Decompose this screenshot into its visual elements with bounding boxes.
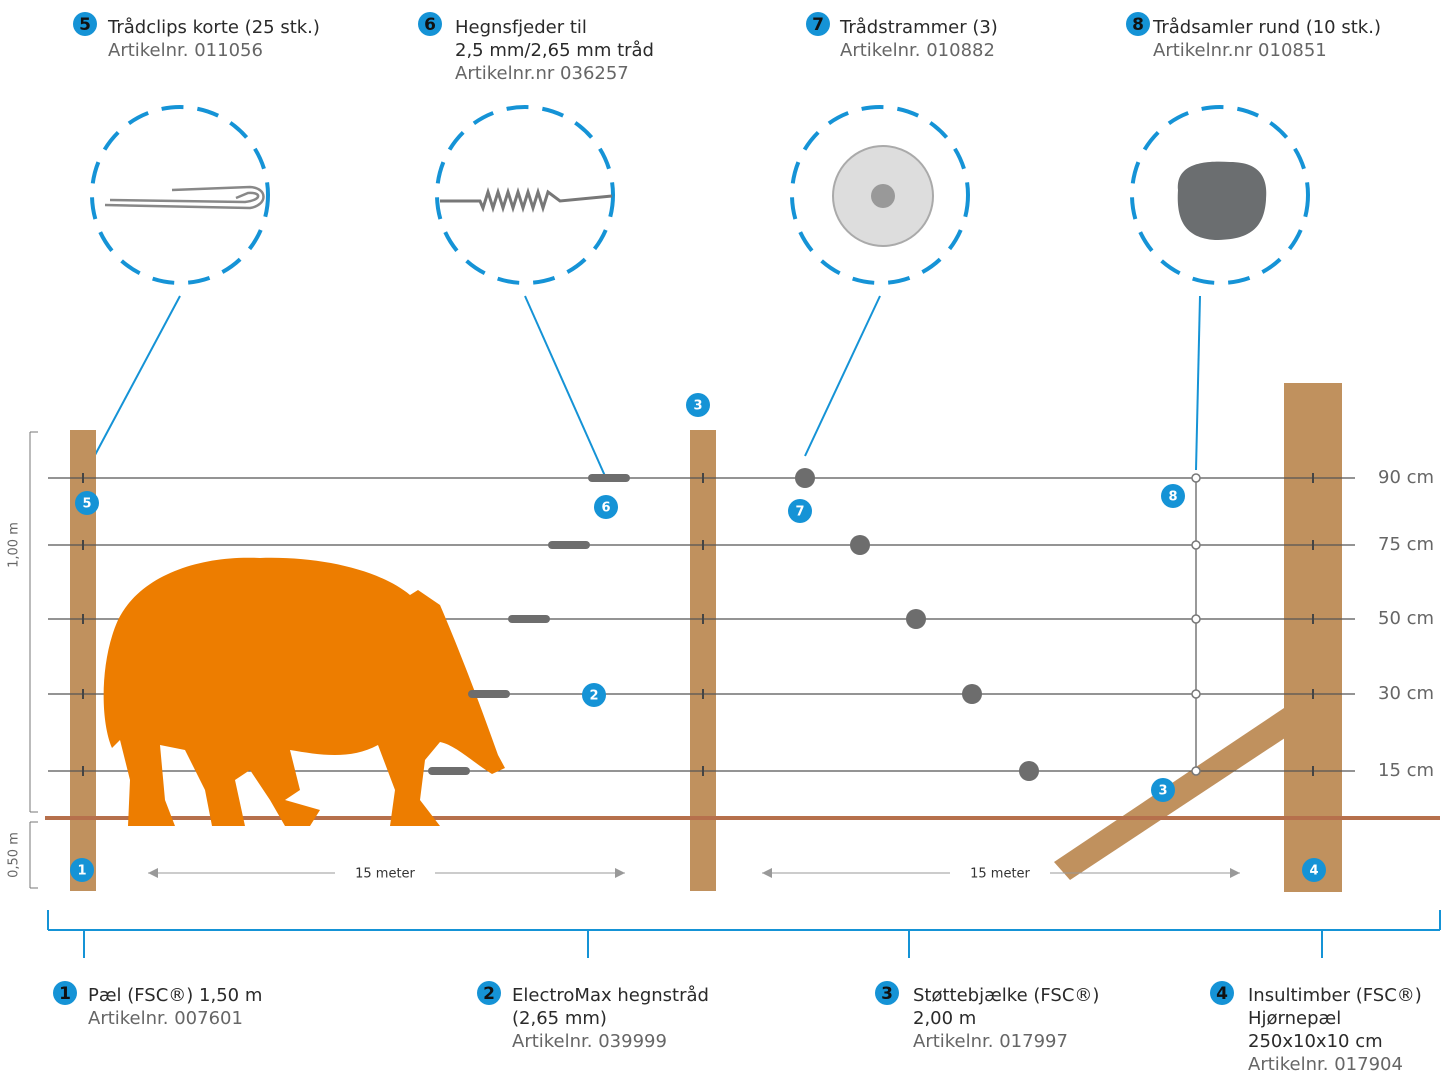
product-circle xyxy=(437,107,613,283)
fence-spring xyxy=(428,767,470,775)
item-article: Artikelnr. 011056 xyxy=(108,40,263,61)
item-number: 5 xyxy=(79,15,91,35)
callout-line xyxy=(1196,296,1200,470)
badge-number: 7 xyxy=(795,505,804,520)
item-title: Hjørnepæl xyxy=(1248,1008,1341,1029)
item-article: Artikelnr. 010882 xyxy=(840,40,995,61)
item-title: Trådstrammer (3) xyxy=(839,17,998,38)
wire-height-label: 75 cm xyxy=(1378,534,1434,555)
post xyxy=(690,430,716,891)
badge-number: 8 xyxy=(1168,490,1177,505)
item-article: Artikelnr. 017904 xyxy=(1248,1054,1403,1075)
item-title: ElectroMax hegnstråd xyxy=(512,985,709,1006)
wire-tensioner xyxy=(795,468,815,488)
collector-joint xyxy=(1192,541,1200,549)
item-title: Trådsamler rund (10 stk.) xyxy=(1152,17,1381,38)
badge-number: 2 xyxy=(589,689,598,704)
item-number: 6 xyxy=(424,15,436,35)
item-title: 2,5 mm/2,65 mm tråd xyxy=(455,40,654,61)
fence-diagram: 90 cm 75 cm 50 cm 30 cm 15 cm 1,00 m 0,50 m 15 … xyxy=(0,0,1446,1081)
fence-spring xyxy=(468,690,510,698)
collector-joint xyxy=(1192,615,1200,623)
badge-number: 4 xyxy=(1309,864,1318,879)
wire-tensioner xyxy=(850,535,870,555)
callout-line xyxy=(525,296,605,476)
item-article: Artikelnr. 007601 xyxy=(88,1008,243,1029)
item-article: Artikelnr.nr 010851 xyxy=(1153,40,1327,61)
wire-tensioner xyxy=(1019,761,1039,781)
boar xyxy=(104,558,505,826)
item-title: Insultimber (FSC®) xyxy=(1248,985,1422,1006)
support-beam xyxy=(1054,704,1300,880)
height-label: 0,50 m xyxy=(7,832,22,878)
fence-spring xyxy=(588,474,630,482)
wire-tensioner xyxy=(906,609,926,629)
callout-line xyxy=(805,296,880,456)
arrow-head xyxy=(1230,868,1240,878)
wire-height-label: 90 cm xyxy=(1378,467,1434,488)
badge-number: 6 xyxy=(601,501,610,516)
item-title: 250x10x10 cm xyxy=(1248,1031,1383,1052)
item-number: 2 xyxy=(483,984,495,1004)
badge-number: 3 xyxy=(693,399,702,414)
item-number: 8 xyxy=(1132,15,1144,35)
wire-height-label: 50 cm xyxy=(1378,608,1434,629)
badge-number: 5 xyxy=(82,497,91,512)
span-label: 15 meter xyxy=(970,867,1030,882)
item-title: (2,65 mm) xyxy=(512,1008,607,1029)
badge-number: 1 xyxy=(77,864,86,879)
spring-icon xyxy=(440,192,612,208)
item-title: Støttebjælke (FSC®) xyxy=(913,985,1099,1006)
height-label: 1,00 m xyxy=(7,522,22,568)
item-title: 2,00 m xyxy=(913,1008,976,1029)
corner-post xyxy=(1284,383,1342,892)
fence-spring xyxy=(548,541,590,549)
badge-number: 3 xyxy=(1158,784,1167,799)
tensioner-hub xyxy=(871,184,895,208)
item-title: Hegnsfjeder til xyxy=(455,17,587,38)
span-label: 15 meter xyxy=(355,867,415,882)
item-article: Artikelnr. 017997 xyxy=(913,1031,1068,1052)
item-number: 7 xyxy=(812,15,824,35)
wire-clip-icon xyxy=(105,187,264,208)
callout-line xyxy=(95,296,180,455)
item-number: 3 xyxy=(881,984,893,1004)
collector-joint xyxy=(1192,767,1200,775)
wire-height-label: 30 cm xyxy=(1378,683,1434,704)
item-article: Artikelnr.nr 036257 xyxy=(455,63,629,84)
item-number: 1 xyxy=(59,984,71,1004)
connector-icon xyxy=(1178,162,1267,240)
arrow-head xyxy=(762,868,772,878)
wire-tensioner xyxy=(962,684,982,704)
arrow-head xyxy=(615,868,625,878)
item-number: 4 xyxy=(1216,984,1228,1004)
collector-joint xyxy=(1192,690,1200,698)
arrow-head xyxy=(148,868,158,878)
wire-height-label: 15 cm xyxy=(1378,760,1434,781)
collector-joint xyxy=(1192,474,1200,482)
item-title: Trådclips korte (25 stk.) xyxy=(107,17,320,38)
fence-spring xyxy=(508,615,550,623)
item-title: Pæl (FSC®) 1,50 m xyxy=(88,985,262,1006)
item-article: Artikelnr. 039999 xyxy=(512,1031,667,1052)
